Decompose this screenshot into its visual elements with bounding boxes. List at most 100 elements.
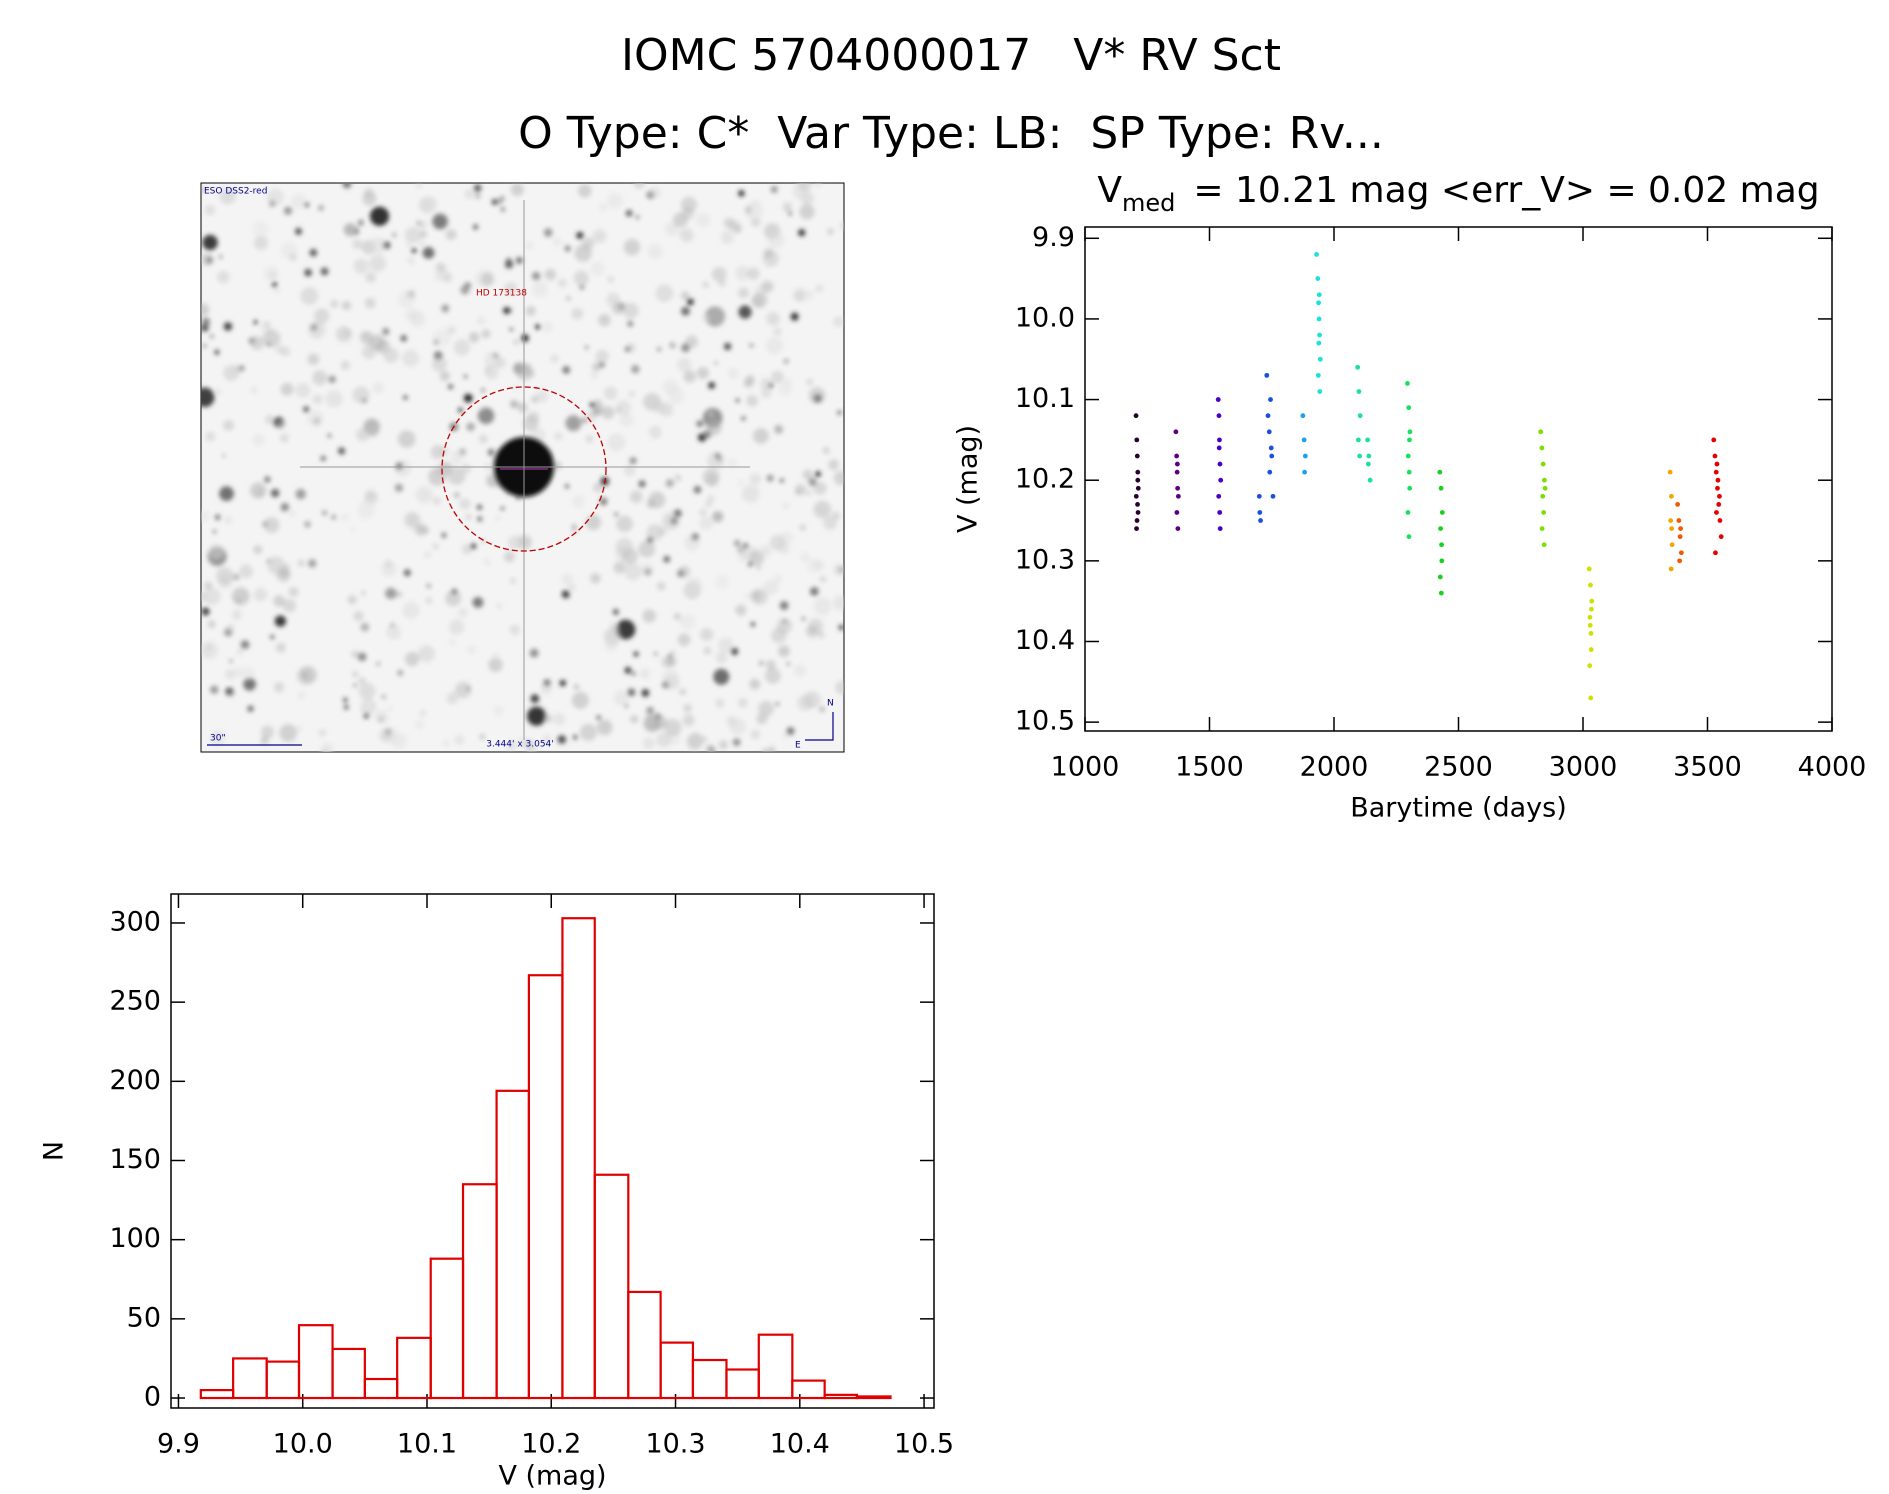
sky-noise [590, 371, 598, 379]
sky-noise [476, 316, 486, 326]
sky-noise [737, 480, 745, 487]
field-star [477, 516, 483, 522]
sky-noise [394, 459, 411, 477]
sky-noise [615, 400, 631, 416]
sky-noise [688, 732, 704, 748]
field-star [749, 343, 754, 348]
data-point [1711, 437, 1717, 443]
data-point [1589, 598, 1595, 604]
field-star [708, 411, 714, 417]
sky-noise [481, 329, 491, 339]
field-star [657, 347, 661, 352]
data-point [1270, 493, 1276, 499]
data-point [1316, 316, 1322, 322]
field-star [476, 504, 483, 510]
field-star [631, 365, 640, 374]
sky-noise [744, 592, 752, 600]
data-point [1539, 445, 1545, 451]
field-star [491, 198, 498, 205]
sky-noise [711, 266, 727, 282]
sky-noise [467, 645, 476, 655]
sky-noise [273, 595, 286, 607]
sky-noise [300, 287, 319, 306]
data-point [1257, 510, 1263, 515]
sky-noise [703, 647, 712, 655]
data-point [1134, 437, 1140, 443]
sky-noise [680, 291, 690, 301]
east-label: E [795, 741, 801, 751]
field-star [253, 320, 258, 325]
sky-noise [765, 659, 776, 671]
field-star [627, 688, 636, 697]
field-star [531, 271, 541, 281]
histogram-bar [627, 1290, 662, 1400]
sky-noise [431, 212, 450, 231]
data-point [1266, 429, 1272, 435]
data-point [1217, 437, 1222, 443]
sky-noise [379, 729, 392, 742]
sky-noise [352, 386, 370, 404]
sky-noise [510, 183, 524, 197]
sky-noise [494, 515, 501, 522]
sky-noise [623, 239, 641, 256]
data-point [1215, 397, 1221, 402]
sky-noise [361, 344, 377, 360]
field-star [669, 342, 676, 349]
sky-noise [250, 335, 265, 351]
data-point [1174, 453, 1180, 459]
field-star [458, 407, 463, 413]
sky-noise [623, 464, 636, 477]
field-star [209, 334, 214, 339]
sky-noise [239, 564, 253, 579]
sky-noise [760, 387, 772, 399]
field-star [466, 422, 475, 432]
field-star [510, 400, 518, 409]
field-star [500, 506, 505, 511]
sky-noise [727, 458, 738, 468]
sky-noise [678, 565, 691, 578]
field-star [750, 622, 756, 627]
sky-noise [761, 747, 769, 752]
data-point [1668, 566, 1674, 572]
x-tick-label: 1000 [1051, 752, 1120, 783]
data-point [1269, 453, 1275, 459]
data-point [1405, 510, 1411, 515]
sky-noise [812, 587, 820, 594]
sky-noise [364, 297, 376, 309]
data-point [1669, 526, 1675, 531]
sky-noise [782, 202, 793, 212]
sky-noise [683, 370, 696, 383]
sky-noise [823, 516, 837, 530]
data-point [1407, 429, 1413, 435]
sky-noise [320, 742, 334, 752]
field-star [559, 679, 566, 687]
sky-noise [695, 212, 711, 228]
sky-noise [525, 242, 533, 250]
field-star [786, 727, 795, 736]
sky-noise [386, 624, 402, 640]
data-point [1218, 477, 1224, 483]
sky-noise [509, 577, 516, 585]
sky-noise [592, 403, 605, 415]
sky-noise [360, 698, 377, 715]
sky-noise [624, 563, 642, 581]
field-star [638, 480, 646, 488]
sky-noise [750, 217, 761, 228]
data-point [1217, 461, 1223, 467]
field-star [521, 334, 529, 342]
field-star [504, 260, 514, 269]
data-point [1715, 477, 1721, 483]
field-star [741, 416, 746, 421]
field-star [535, 324, 541, 330]
data-point [1217, 526, 1223, 531]
sky-noise [835, 680, 844, 695]
data-point [1678, 550, 1684, 556]
sky-noise [350, 525, 357, 532]
sky-noise [699, 509, 707, 516]
histogram-bar [691, 1358, 728, 1400]
sky-noise [369, 254, 387, 272]
field-star [566, 296, 571, 301]
sky-noise [525, 305, 536, 317]
data-point [1314, 252, 1319, 257]
sky-noise [572, 495, 585, 508]
